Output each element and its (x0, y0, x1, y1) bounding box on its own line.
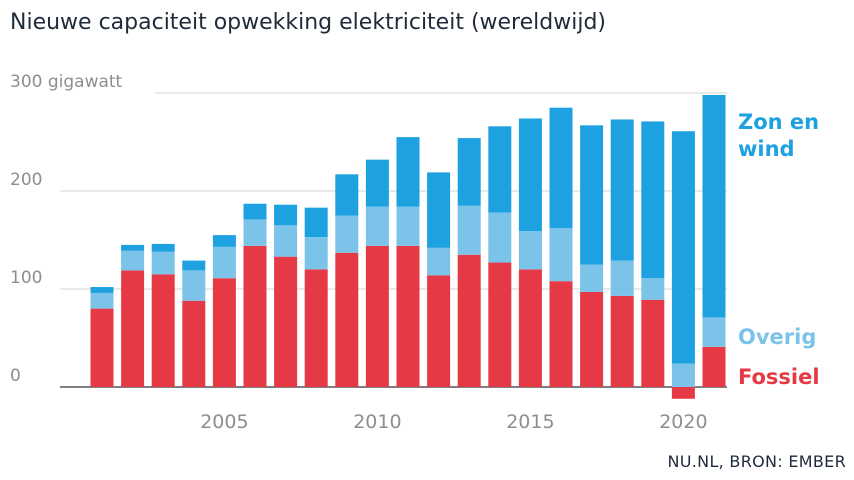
bar-zon-en-wind-2011 (396, 137, 420, 207)
bar-zon-en-wind-2002 (121, 244, 145, 251)
bar-overig-2003 (151, 251, 175, 275)
x-tick-label-2020: 2020 (659, 411, 707, 433)
bar-overig-2021 (702, 317, 726, 347)
bar-zon-en-wind-2004 (182, 260, 206, 271)
source-credit: NU.NL, BRON: EMBER (667, 452, 846, 471)
bar-zon-en-wind-2013 (457, 138, 481, 206)
bar-overig-2008 (304, 237, 328, 270)
bar-overig-2015 (518, 231, 542, 270)
bar-zon-en-wind-2020 (671, 131, 695, 364)
bars (90, 94, 726, 399)
bar-zon-en-wind-2010 (365, 159, 389, 207)
bar-fossiel-2018 (610, 295, 634, 387)
bar-fossiel-2012 (427, 275, 451, 387)
bar-fossiel-2020 (671, 387, 695, 399)
bar-overig-2007 (274, 225, 298, 257)
bar-zon-en-wind-2014 (488, 126, 512, 213)
y-tick-label-0: 0 (10, 366, 21, 386)
legend-fossiel: Fossiel (738, 365, 820, 389)
bar-zon-en-wind-2006 (243, 203, 267, 220)
bar-overig-2005 (212, 246, 236, 279)
bar-fossiel-2015 (518, 269, 542, 387)
bar-overig-2019 (641, 278, 665, 300)
bar-fossiel-2016 (549, 281, 573, 387)
bar-fossiel-2004 (182, 300, 206, 387)
bar-zon-en-wind-2003 (151, 243, 175, 252)
bar-fossiel-2006 (243, 245, 267, 387)
bar-zon-en-wind-2007 (274, 204, 298, 226)
bar-overig-2012 (427, 247, 451, 276)
y-tick-labels: 0 100 200 300 gigawatt (10, 72, 123, 386)
bar-fossiel-2005 (212, 278, 236, 387)
bar-fossiel-2013 (457, 254, 481, 387)
bar-overig-2020 (671, 363, 695, 387)
bar-fossiel-2001 (90, 308, 114, 387)
bar-overig-2017 (580, 264, 604, 292)
bar-zon-en-wind-2005 (212, 235, 236, 247)
bar-fossiel-2011 (396, 245, 420, 387)
x-tick-label-2015: 2015 (506, 411, 554, 433)
bar-fossiel-2021 (702, 346, 726, 387)
bar-overig-2004 (182, 270, 206, 301)
y-tick-label-200: 200 (10, 170, 42, 190)
bar-overig-2009 (335, 215, 359, 253)
legend-zon-en-wind-line-2: wind (738, 137, 795, 161)
bar-fossiel-2002 (121, 270, 145, 387)
bar-zon-en-wind-2009 (335, 174, 359, 216)
bar-fossiel-2003 (151, 274, 175, 387)
bar-overig-2014 (488, 212, 512, 263)
bar-overig-2011 (396, 206, 420, 246)
bar-zon-en-wind-2017 (580, 125, 604, 265)
bar-zon-en-wind-2012 (427, 172, 451, 248)
x-tick-label-2005: 2005 (200, 411, 248, 433)
y-tick-label-300: 300 gigawatt (10, 72, 123, 92)
bar-overig-2006 (243, 219, 267, 246)
bar-overig-2018 (610, 260, 634, 296)
bar-zon-en-wind-2016 (549, 107, 573, 229)
bar-fossiel-2007 (274, 256, 298, 387)
bar-zon-en-wind-2008 (304, 207, 328, 238)
bar-zon-en-wind-2019 (641, 121, 665, 279)
bar-overig-2001 (90, 292, 114, 309)
legend-zon-en-wind-line-1: Zon en (738, 110, 819, 134)
bar-fossiel-2014 (488, 262, 512, 387)
bar-fossiel-2009 (335, 252, 359, 387)
bar-fossiel-2008 (304, 269, 328, 387)
x-tick-labels: 2005 2010 2015 2020 (200, 411, 707, 433)
bar-overig-2010 (365, 206, 389, 246)
bar-fossiel-2010 (365, 245, 389, 387)
bar-zon-en-wind-2015 (518, 118, 542, 232)
x-tick-label-2010: 2010 (353, 411, 401, 433)
bar-overig-2002 (121, 250, 145, 271)
bar-overig-2016 (549, 228, 573, 282)
y-tick-label-100: 100 (10, 268, 42, 288)
bar-fossiel-2019 (641, 299, 665, 387)
bar-zon-en-wind-2018 (610, 119, 634, 261)
bar-overig-2013 (457, 205, 481, 255)
bar-zon-en-wind-2001 (90, 287, 114, 293)
chart-title: Nieuwe capaciteit opwekking elektricitei… (10, 10, 606, 35)
bar-zon-en-wind-2021 (702, 94, 726, 318)
bar-fossiel-2017 (580, 291, 604, 387)
legend-overig: Overig (738, 325, 816, 349)
legend-zon-en-wind: Zon en wind (738, 110, 826, 161)
